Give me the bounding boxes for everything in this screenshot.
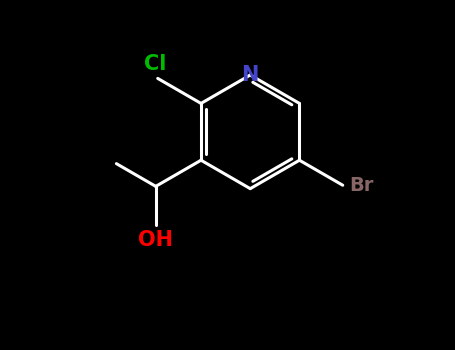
Text: N: N [242, 65, 259, 85]
Text: OH: OH [138, 230, 173, 251]
Text: Cl: Cl [144, 54, 167, 74]
Text: Br: Br [349, 176, 374, 195]
